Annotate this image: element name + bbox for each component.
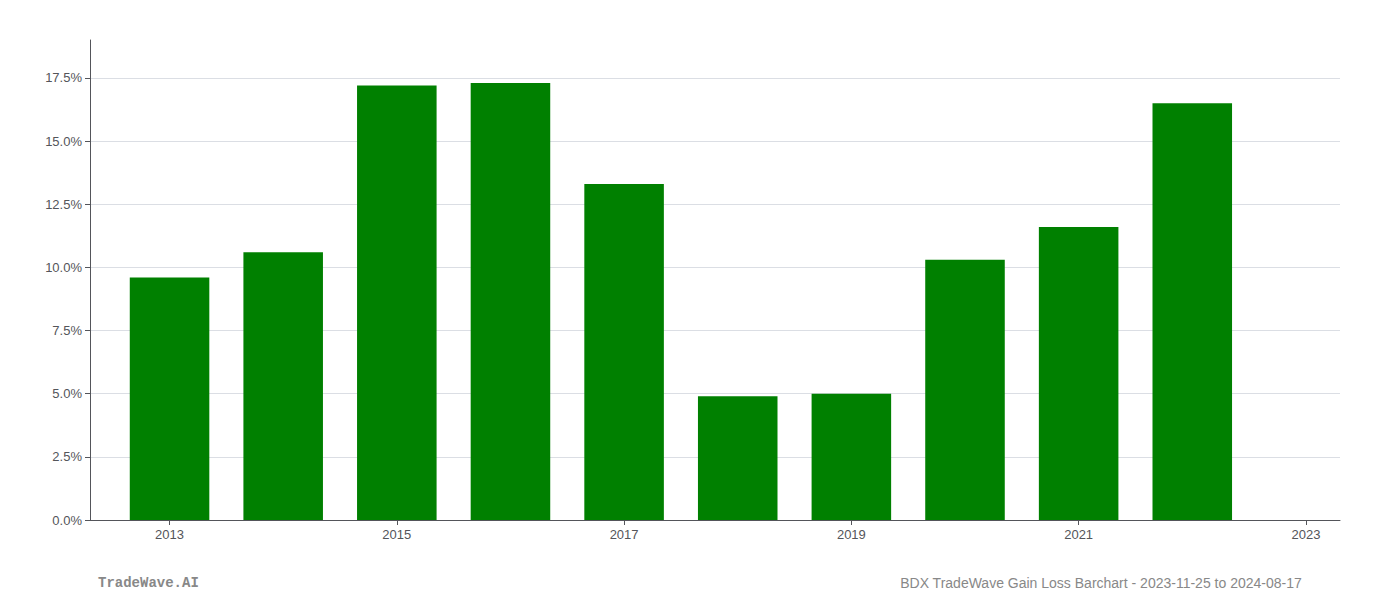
svg-text:12.5%: 12.5%: [45, 197, 82, 212]
svg-text:2015: 2015: [382, 527, 411, 542]
svg-text:2017: 2017: [610, 527, 639, 542]
svg-text:5.0%: 5.0%: [52, 386, 82, 401]
svg-text:2021: 2021: [1064, 527, 1093, 542]
svg-text:0.0%: 0.0%: [52, 513, 82, 528]
svg-text:7.5%: 7.5%: [52, 323, 82, 338]
svg-text:BDX TradeWave Gain Loss Barcha: BDX TradeWave Gain Loss Barchart - 2023-…: [900, 575, 1302, 591]
svg-text:2.5%: 2.5%: [52, 449, 82, 464]
svg-text:2013: 2013: [155, 527, 184, 542]
svg-text:15.0%: 15.0%: [45, 134, 82, 149]
svg-text:2023: 2023: [1291, 527, 1320, 542]
svg-text:17.5%: 17.5%: [45, 70, 82, 85]
svg-text:10.0%: 10.0%: [45, 260, 82, 275]
svg-text:TradeWave.AI: TradeWave.AI: [98, 575, 199, 591]
svg-text:2019: 2019: [837, 527, 866, 542]
